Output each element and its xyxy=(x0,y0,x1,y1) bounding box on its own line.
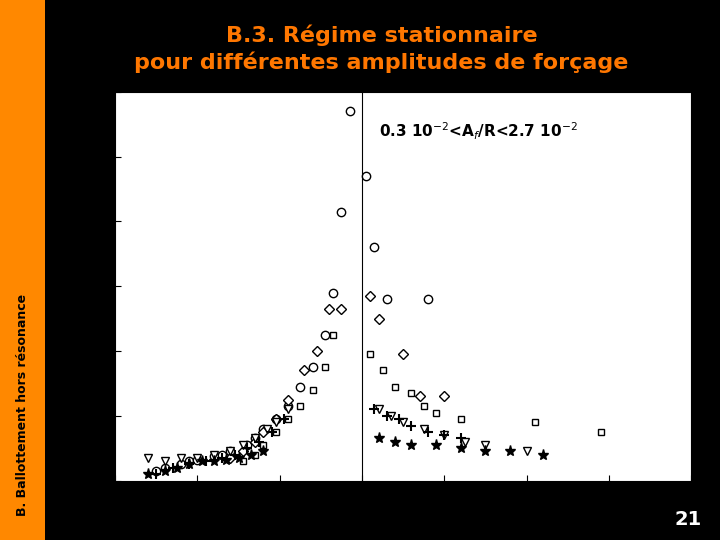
Text: pour différentes amplitudes de forçage: pour différentes amplitudes de forçage xyxy=(135,51,629,73)
Text: B.3. Régime stationnaire: B.3. Régime stationnaire xyxy=(226,24,537,46)
Text: 21: 21 xyxy=(675,510,702,529)
Text: B. Ballottement hors résonance: B. Ballottement hors résonance xyxy=(16,294,29,516)
Text: 11: 11 xyxy=(405,525,421,538)
Text: $\omega/\omega$: $\omega/\omega$ xyxy=(386,519,420,537)
Text: 0.3 10$^{-2}$<A$_f$/R<2.7 10$^{-2}$: 0.3 10$^{-2}$<A$_f$/R<2.7 10$^{-2}$ xyxy=(379,120,577,142)
Y-axis label: b/A$_f$: b/A$_f$ xyxy=(70,270,89,302)
